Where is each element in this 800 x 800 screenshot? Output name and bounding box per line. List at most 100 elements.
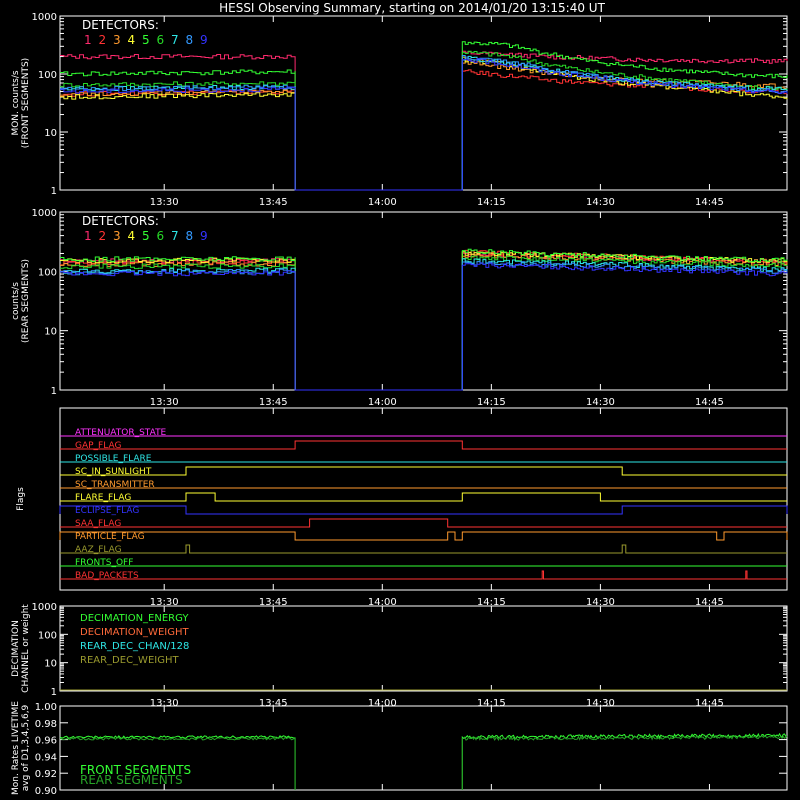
flag-trace-gap_flag — [60, 440, 787, 450]
y-axis-label: (FRONT SEGMENTS) — [21, 58, 31, 148]
panel-flags: 13:30 13:45 14:00 14:15 14:30 14:45 Flags ATTEN… — [16, 407, 788, 608]
y-tick-label: 0.94 — [35, 752, 57, 763]
series-detector-7 — [60, 258, 788, 391]
y-tick-label: 100 — [38, 70, 57, 81]
y-tick-label: 1 — [51, 386, 57, 397]
livetime-rear-segments — [59, 734, 788, 790]
panel-frame — [59, 705, 788, 791]
flag-trace-particle_flag — [59, 531, 788, 541]
y-tick-label: 100 — [38, 630, 57, 641]
series-detector-5 — [60, 41, 788, 191]
y-tick-label: 10 — [44, 128, 57, 139]
detector-5-label: 5 — [142, 229, 150, 243]
x-tick-label: 14:00 — [368, 597, 397, 608]
x-tick-label: 13:30 — [150, 597, 179, 608]
y-axis-label: CHANNEL or weight — [21, 604, 31, 693]
detector-7-label: 7 — [171, 229, 179, 243]
x-tick-label: 14:00 — [368, 197, 397, 208]
flag-label-sc_in_sunlight: SC_IN_SUNLIGHT — [75, 467, 152, 477]
detector-3-label: 3 — [113, 33, 121, 47]
flag-trace-eclipse_flag — [59, 505, 788, 515]
y-tick-label: 1000 — [32, 602, 57, 613]
panel-frame — [59, 407, 788, 591]
y-tick-label: 1 — [51, 186, 57, 197]
panel-frame — [59, 211, 788, 391]
x-tick-label: 14:45 — [695, 197, 724, 208]
x-tick-label: 14:00 — [368, 698, 397, 709]
x-tick-label: 14:45 — [695, 397, 724, 408]
decimation-legend-0: DECIMATION_ENERGY — [80, 613, 189, 624]
x-tick-label: 13:45 — [259, 197, 288, 208]
series-detector-4 — [60, 56, 788, 191]
detector-1-label: 1 — [84, 229, 92, 243]
x-tick-label: 13:30 — [150, 698, 179, 709]
x-tick-label: 14:15 — [477, 698, 506, 709]
x-tick-label: 14:30 — [586, 698, 615, 709]
y-axis-label: DECIMATION — [11, 620, 21, 677]
x-tick-label: 14:30 — [586, 597, 615, 608]
y-tick-label: 0.96 — [35, 736, 57, 747]
flag-label-sc_transmitter: SC_TRANSMITTER — [75, 480, 155, 490]
detector-4-label: 4 — [128, 33, 136, 47]
detector-6-label: 6 — [157, 229, 165, 243]
x-tick-label: 14:15 — [477, 597, 506, 608]
detector-2-label: 2 — [99, 33, 107, 47]
detector-8-label: 8 — [186, 33, 194, 47]
panel-rear: 1 10 100 1000 13:30 13:45 14:00 14:15 14:30 14:45… — [11, 208, 788, 408]
y-tick-label: 100 — [38, 267, 57, 278]
series-detector-8 — [60, 261, 788, 391]
livetime-legend-0: FRONT SEGMENTS — [80, 763, 191, 777]
flag-label-aaz_flag: AAZ_FLAG — [75, 545, 122, 555]
flag-trace-saa_flag — [60, 518, 787, 528]
x-tick-label: 13:45 — [259, 397, 288, 408]
y-axis-label: counts/s — [11, 282, 21, 320]
detector-8-label: 8 — [186, 229, 194, 243]
flag-trace-sc_in_sunlight — [60, 466, 787, 476]
flag-label-bad_packets: BAD_PACKETS — [75, 571, 139, 581]
series-detector-6 — [60, 50, 788, 191]
series-detector-6 — [60, 255, 788, 391]
livetime-legend-1: REAR SEGMENTS — [80, 773, 183, 787]
flag-trace-bad_packets — [60, 570, 787, 580]
livetime-front-segments — [59, 732, 788, 790]
y-tick-label: 0.98 — [35, 719, 57, 730]
y-tick-label: 10 — [44, 327, 57, 338]
detectors-legend-title: DETECTORS: — [82, 214, 159, 228]
decimation-legend-3: REAR_DEC_WEIGHT — [80, 655, 179, 666]
y-tick-label: 10 — [44, 659, 57, 670]
x-tick-label: 14:45 — [695, 597, 724, 608]
flag-label-flare_flag: FLARE_FLAG — [75, 493, 131, 503]
x-tick-label: 14:30 — [586, 397, 615, 408]
panel-front: 1 10 100 1000 13:30 13:45 14:00 14:15 14:30 14:45… — [11, 12, 788, 208]
panel-decimation: 1 10 100 1000 13:30 13:45 14:00 14:15 14:30 14:45… — [11, 602, 788, 709]
detector-9-label: 9 — [200, 229, 208, 243]
x-tick-label: 14:45 — [695, 698, 724, 709]
y-tick-label: 0.92 — [35, 769, 57, 780]
panel-frame — [59, 605, 788, 692]
flag-label-saa_flag: SAA_FLAG — [75, 519, 121, 529]
series-detector-5 — [60, 248, 788, 391]
flag-label-eclipse_flag: ECLIPSE_FLAG — [75, 506, 139, 516]
x-tick-label: 13:30 — [150, 397, 179, 408]
flag-trace-flare_flag — [60, 492, 787, 502]
y-tick-label: 1000 — [32, 12, 57, 23]
detector-7-label: 7 — [171, 33, 179, 47]
flag-label-particle_flag: PARTICLE_FLAG — [75, 532, 145, 542]
flag-label-gap_flag: GAP_FLAG — [75, 441, 121, 451]
y-axis-label: Flags — [16, 487, 26, 511]
y-axis-label: avg of D1,3,4,5,6,9 — [21, 704, 31, 791]
series-detector-9 — [60, 262, 788, 391]
series-detector-8 — [60, 55, 788, 191]
y-tick-label: 1.00 — [35, 702, 57, 713]
x-tick-label: 14:00 — [368, 397, 397, 408]
series-detector-9 — [60, 58, 788, 191]
decimation-legend-1: DECIMATION_WEIGHT — [80, 627, 189, 638]
x-tick-label: 13:45 — [259, 698, 288, 709]
y-axis-label: Mon. Rates LIVETIME — [11, 701, 21, 795]
detector-9-label: 9 — [200, 33, 208, 47]
y-axis-label: (REAR SEGMENTS) — [21, 259, 31, 343]
detector-1-label: 1 — [84, 33, 92, 47]
y-tick-label: 0.90 — [35, 786, 57, 797]
detector-2-label: 2 — [99, 229, 107, 243]
